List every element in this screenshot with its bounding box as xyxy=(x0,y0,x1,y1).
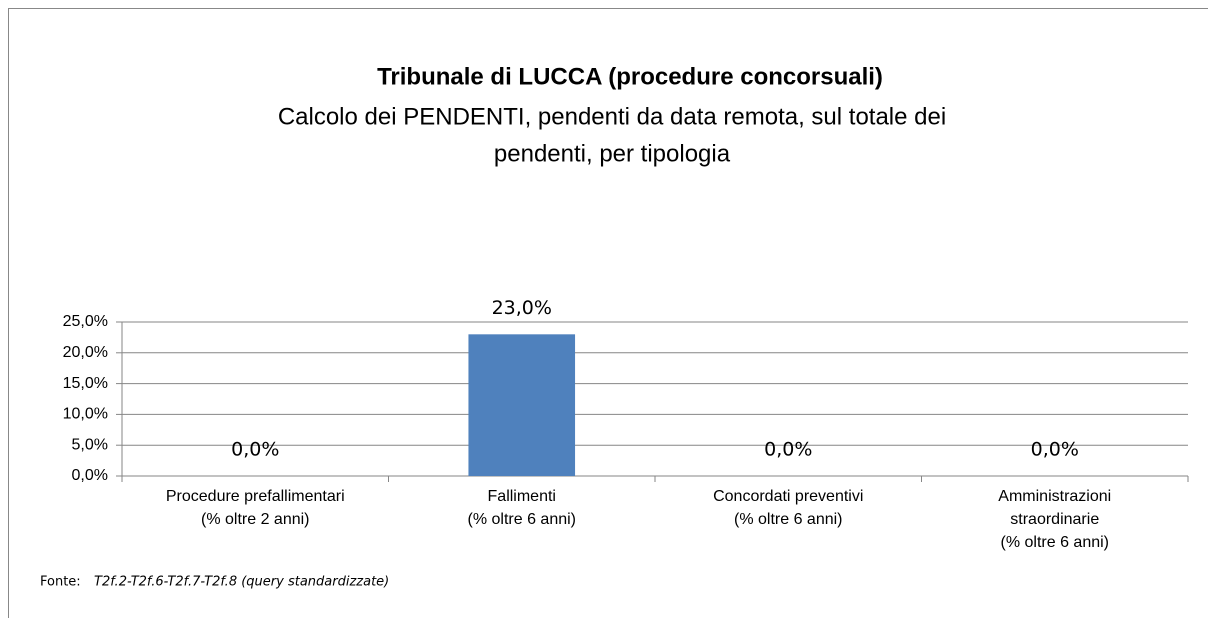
x-tick-label: (% oltre 6 anni) xyxy=(468,511,577,528)
x-tick-label: Amministrazioni xyxy=(998,488,1111,505)
source: T2f.2-T2f.6-T2f.7-T2f.8 (query standardi… xyxy=(94,575,389,590)
chart-title: Tribunale di LUCCA (procedure concorsual… xyxy=(377,63,883,90)
bar xyxy=(468,334,576,476)
x-tick-label: Procedure prefallimentari xyxy=(166,488,345,505)
y-tick-label: 10,0% xyxy=(63,406,108,423)
x-tick-label: Fallimenti xyxy=(488,488,556,505)
x-tick-label: (% oltre 2 anni) xyxy=(201,511,310,528)
chart-subtitle: Calcolo dei PENDENTI, pendenti da data r… xyxy=(278,103,946,130)
x-tick-label: (% oltre 6 anni) xyxy=(1001,534,1110,551)
x-tick-label: straordinarie xyxy=(1010,511,1099,528)
x-tick-label: (% oltre 6 anni) xyxy=(734,511,843,528)
chart-frame xyxy=(8,8,1208,618)
data-label: 23,0% xyxy=(492,297,552,319)
data-label: 0,0% xyxy=(1031,439,1079,461)
data-label: 0,0% xyxy=(231,439,279,461)
y-tick-label: 0,0% xyxy=(72,467,108,484)
data-label: 0,0% xyxy=(764,439,812,461)
y-tick-label: 5,0% xyxy=(72,436,108,453)
y-tick-label: 25,0% xyxy=(63,313,108,330)
y-tick-label: 20,0% xyxy=(63,344,108,361)
y-tick-label: 15,0% xyxy=(63,375,108,392)
source-label: Fonte: xyxy=(40,575,81,590)
chart-subtitle: pendenti, per tipologia xyxy=(494,140,731,167)
x-tick-label: Concordati preventivi xyxy=(713,488,863,505)
